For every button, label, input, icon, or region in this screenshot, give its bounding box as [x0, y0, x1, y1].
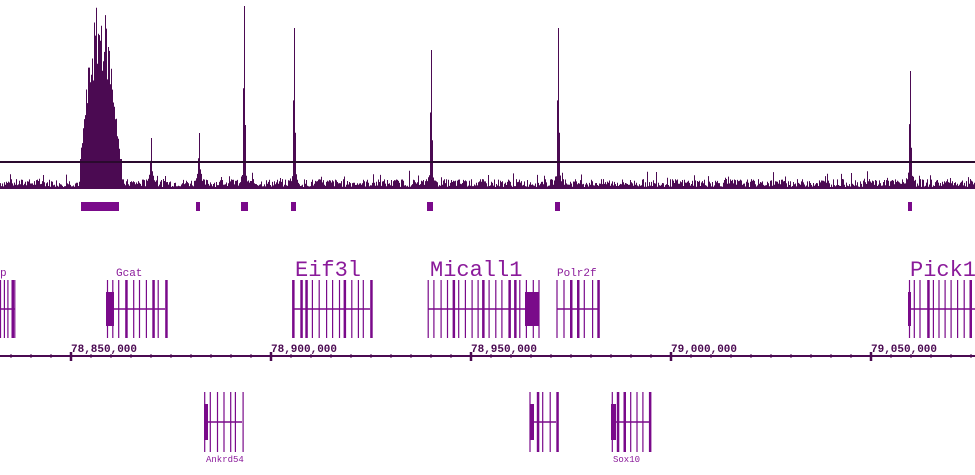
axis-tick-label: 79,000,000	[671, 344, 737, 356]
gene-ankrd54[interactable]: Ankrd54	[204, 392, 244, 465]
peak-call-box	[427, 202, 433, 211]
peak-call-box	[196, 202, 200, 211]
genomic-coordinate-axis: 78,850,000 78,900,000 78,950,000 79,000,000…	[0, 344, 975, 361]
chip-seq-signal-track	[0, 6, 975, 189]
gene-label: Eif3l	[295, 258, 361, 283]
peak-call-box	[291, 202, 296, 211]
peak-call-box	[555, 202, 560, 211]
axis-tick-label: 78,950,000	[471, 344, 537, 356]
gene-label: p	[0, 268, 7, 280]
gene-label: Ankrd54	[206, 455, 244, 465]
gene-pick1[interactable]: Pick1	[908, 258, 975, 338]
gene-polr2f[interactable]: Polr2f	[556, 268, 600, 338]
gene-sox10[interactable]: Sox10	[611, 392, 652, 465]
gene-label: Sox10	[613, 455, 640, 465]
gene-micall1[interactable]: Micall1	[427, 258, 540, 338]
gene-eif3l[interactable]: Eif3l	[292, 258, 373, 338]
axis-tick-label: 78,850,000	[71, 344, 137, 356]
axis-tick-label: 79,050,000	[871, 344, 937, 356]
gene-track-plus-strand: p Gcat Eif3l Micall1 Polr2f Pick1	[0, 258, 975, 338]
gene-label: Micall1	[430, 258, 522, 283]
peak-calls-track	[81, 202, 912, 211]
gene-label: Polr2f	[557, 268, 597, 280]
axis-tick-label: 78,900,000	[271, 344, 337, 356]
gene-label: Gcat	[116, 268, 142, 280]
peak-call-box	[81, 202, 119, 211]
peak-call-box	[241, 202, 248, 211]
gene-track-minus-strand: Ankrd54 Sox10	[204, 392, 652, 465]
peak-call-box	[908, 202, 912, 211]
gene-label: Pick1	[910, 258, 975, 283]
signal-histogram	[0, 6, 975, 189]
gene-unlabeled[interactable]	[529, 392, 559, 452]
gene-op[interactable]: p	[0, 268, 16, 338]
gene-gcat[interactable]: Gcat	[106, 268, 168, 338]
